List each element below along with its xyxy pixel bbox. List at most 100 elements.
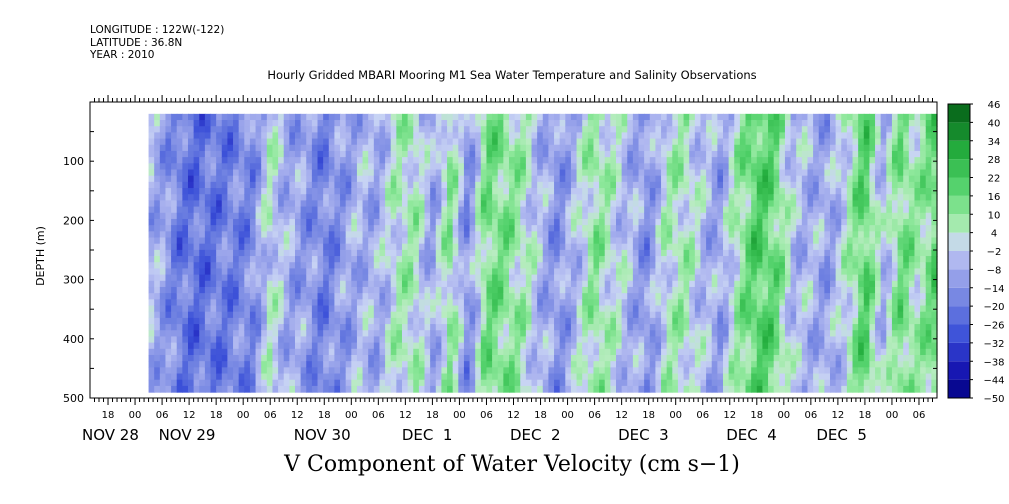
heatmap-cell (689, 150, 696, 158)
heatmap-cell (616, 317, 623, 325)
heatmap-cell (255, 175, 262, 183)
heatmap-cell (452, 336, 459, 344)
heatmap-cell (452, 262, 459, 270)
heatmap-cell (356, 317, 364, 325)
heatmap-cell (492, 169, 499, 177)
heatmap-cell (249, 163, 257, 171)
heatmap-cell (469, 286, 476, 294)
heatmap-cell (204, 225, 212, 232)
heatmap-cell (165, 274, 172, 282)
heatmap-cell (227, 348, 234, 356)
heatmap-cell (385, 169, 392, 177)
heatmap-cell (768, 212, 775, 220)
heatmap-cell (300, 120, 307, 127)
heatmap-cell (261, 286, 268, 294)
heatmap-cell (261, 126, 268, 133)
heatmap-cell (368, 237, 375, 245)
heatmap-cell (576, 120, 583, 127)
heatmap-cell (694, 218, 702, 226)
heatmap-cell (621, 280, 628, 288)
heatmap-cell (154, 293, 161, 300)
heatmap-cell (542, 150, 550, 158)
heatmap-cell (238, 200, 245, 208)
heatmap-cell (323, 274, 330, 282)
heatmap-cell (385, 200, 392, 208)
heatmap-cell (385, 330, 392, 338)
heatmap-cell (576, 138, 583, 146)
heatmap-cell (520, 132, 527, 140)
heatmap-cell (182, 169, 189, 177)
heatmap-cell (508, 286, 516, 294)
heatmap-cell (334, 200, 341, 208)
heatmap-cell (441, 163, 448, 171)
heatmap-cell (379, 194, 386, 201)
heatmap-cell (649, 237, 657, 245)
heatmap-cell (424, 181, 431, 189)
heatmap-cell (424, 373, 431, 381)
heatmap-cell (458, 354, 465, 362)
heatmap-cell (452, 163, 459, 171)
heatmap-cell (762, 120, 769, 127)
heatmap-cell (210, 132, 217, 140)
heatmap-cell (525, 361, 533, 368)
heatmap-cell (559, 138, 566, 146)
heatmap-cell (441, 342, 448, 350)
heatmap-cell (441, 113, 448, 121)
heatmap-cell (649, 262, 657, 270)
heatmap-cell (706, 181, 713, 189)
heatmap-cell (638, 274, 645, 282)
heatmap-cell (266, 200, 274, 208)
heatmap-cell (340, 206, 347, 214)
heatmap-cell (734, 212, 741, 220)
heatmap-cell (424, 268, 431, 276)
heatmap-cell (689, 132, 696, 140)
heatmap-cell (762, 379, 769, 387)
heatmap-cell (582, 206, 589, 214)
heatmap-cell (255, 126, 262, 133)
heatmap-cell (768, 181, 775, 189)
heatmap-cell (486, 249, 493, 257)
heatmap-cell (317, 212, 324, 220)
heatmap-cell (385, 144, 392, 152)
heatmap-cell (570, 243, 578, 251)
heatmap-cell (762, 305, 769, 313)
heatmap-cell (249, 150, 257, 158)
heatmap-cell (199, 169, 206, 177)
heatmap-cell (542, 342, 550, 350)
heatmap-cell (463, 274, 471, 282)
heatmap-cell (537, 237, 544, 245)
heatmap-cell (199, 305, 206, 313)
heatmap-cell (655, 268, 662, 276)
heatmap-cell (340, 188, 347, 195)
heatmap-cell (548, 317, 555, 325)
heatmap-cell (655, 144, 662, 152)
heatmap-cell (187, 379, 195, 387)
heatmap-cell (508, 342, 516, 350)
heatmap-cell (604, 126, 611, 133)
heatmap-cell (255, 268, 262, 276)
heatmap-cell (542, 132, 550, 140)
heatmap-cell (430, 163, 437, 171)
heatmap-cell (272, 200, 279, 208)
heatmap-cell (272, 354, 279, 362)
heatmap-cell (176, 305, 183, 313)
heatmap-cell (570, 317, 578, 325)
heatmap-cell (266, 120, 274, 127)
heatmap-cell (159, 188, 167, 195)
heatmap-cell (655, 311, 662, 319)
heatmap-cell (661, 256, 668, 263)
heatmap-cell (452, 157, 459, 164)
heatmap-cell (311, 218, 319, 226)
heatmap-cell (328, 120, 336, 127)
heatmap-cell (756, 175, 764, 183)
heatmap-cell (463, 268, 471, 276)
heatmap-cell (340, 311, 347, 319)
heatmap-cell (638, 188, 645, 195)
heatmap-cell (261, 150, 268, 158)
heatmap-cell (430, 342, 437, 350)
heatmap-cell (294, 348, 302, 356)
heatmap-cell (272, 373, 279, 381)
heatmap-cell (413, 299, 420, 307)
heatmap-cell (165, 138, 172, 146)
heatmap-cell (570, 299, 578, 307)
